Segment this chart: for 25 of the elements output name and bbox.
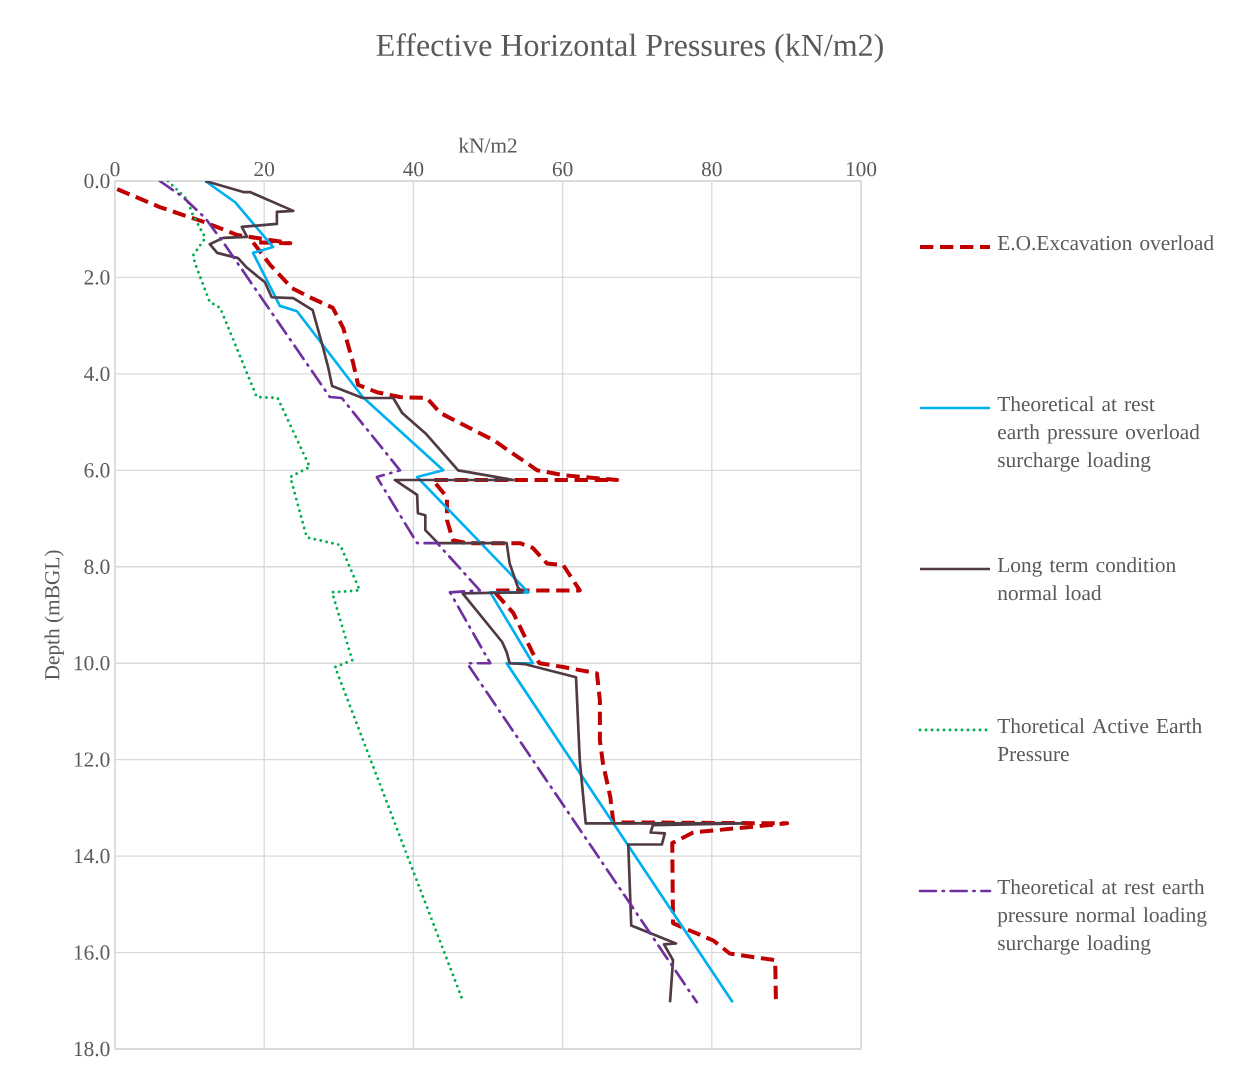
y-tick-label: 16.0 — [74, 945, 110, 960]
y-tick-label: 4.0 — [84, 366, 110, 382]
y-tick-label: 0.0 — [84, 173, 110, 189]
legend-label: E.O.Excavation overload — [997, 235, 1214, 251]
x-tick-label: 40 — [403, 161, 424, 177]
legend-label: Theoretical at rest earth pressure normal loading surcharge loading — [997, 879, 1207, 955]
legend-label: Thoretical Active Earth Pressure — [997, 718, 1202, 762]
x-tick-label: 20 — [254, 161, 275, 177]
legend-label: Theoretical at rest earth pressure overload surcharge loading — [997, 396, 1200, 472]
y-tick-label: 12.0 — [74, 752, 110, 767]
x-axis-title: kN/m2 — [458, 137, 517, 153]
y-tick-label: 18.0 — [74, 1041, 110, 1057]
x-tick-label: 0 — [110, 161, 120, 177]
y-tick-label: 10.0 — [74, 655, 110, 671]
y-tick-label: 14.0 — [74, 848, 110, 864]
y-axis-title: Depth (mBGL) — [44, 550, 64, 680]
x-tick-label: 80 — [701, 161, 722, 177]
line-series — [166, 181, 464, 1000]
y-tick-label: 2.0 — [84, 270, 110, 285]
y-tick-label: 6.0 — [84, 463, 110, 478]
chart-title: Effective Horizontal Pressures (kN/m2) — [376, 33, 883, 63]
x-tick-label: 60 — [552, 161, 573, 177]
legend-label: Long term condition normal load — [997, 557, 1176, 601]
x-tick-label: 100 — [846, 161, 877, 177]
y-tick-label: 8.0 — [84, 559, 110, 575]
